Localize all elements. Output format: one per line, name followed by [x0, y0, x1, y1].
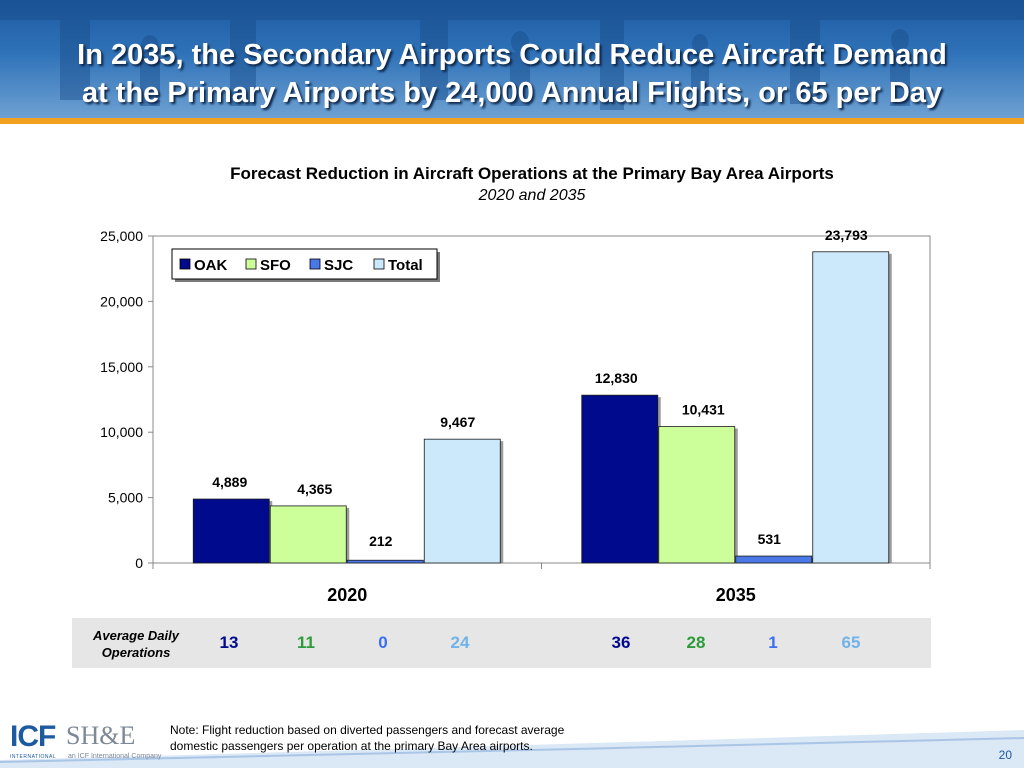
icf-logo-subtext: INTERNATIONAL [10, 754, 57, 760]
footnote: Note: Flight reduction based on diverted… [170, 723, 565, 753]
x-tick-label-2020: 2020 [327, 585, 367, 605]
data-label-sfo-2020: 4,365 [297, 481, 332, 497]
average-daily-sfo-2035: 28 [686, 633, 706, 652]
legend-swatch-oak [179, 258, 191, 270]
slide-title-line1: In 2035, the Secondary Airports Could Re… [77, 39, 947, 71]
slide-title-line2: at the Primary Airports by 24,000 Annual… [81, 77, 943, 109]
average-daily-label-text: Average Daily Operations [93, 628, 179, 660]
average-daily-sfo-2020: 11 [297, 633, 315, 652]
average-daily-oak-2035: 36 [611, 633, 631, 652]
y-tick-label: 0 [135, 555, 143, 571]
legend-swatch-total [373, 258, 385, 270]
average-daily-total-2035: 65 [841, 633, 861, 652]
average-daily-sjc-2035: 1 [768, 633, 778, 652]
y-axis: 0 5,000 10,000 15,000 20,000 25,000 [100, 228, 153, 571]
data-label-total-2020: 9,467 [440, 414, 475, 430]
she-logo: SH&E [66, 721, 136, 750]
chart-title: Forecast Reduction in Aircraft Operation… [230, 164, 834, 183]
legend-label-total: Total [388, 257, 423, 274]
data-label-sfo-2035: 10,431 [682, 402, 725, 418]
data-label-sjc-2035: 531 [758, 531, 782, 547]
data-label-oak-2035: 12,830 [595, 370, 638, 386]
data-label-total-2035: 23,793 [825, 227, 868, 243]
bar-total-2035 [812, 251, 890, 564]
average-daily-oak-2020: 13 [219, 633, 239, 652]
bar-sjc-2035 [735, 555, 813, 564]
legend-label-sjc: SJC [324, 257, 353, 274]
y-tick-label: 20,000 [100, 293, 143, 309]
average-daily-label: Average Daily Operations [72, 627, 200, 661]
legend-label-sfo: SFO [260, 257, 291, 274]
bar-sfo-2020 [269, 505, 347, 564]
average-daily-total-2020: 24 [450, 633, 470, 652]
y-tick-label: 5,000 [108, 490, 143, 506]
y-tick-label: 15,000 [100, 359, 143, 375]
x-axis: 2020 2035 [152, 563, 931, 605]
header-banner: In 2035, the Secondary Airports Could Re… [0, 0, 1024, 118]
legend-swatch-sfo [245, 258, 257, 270]
page-number: 20 [998, 748, 1012, 762]
header-accent-rule [0, 118, 1024, 124]
bar-group [192, 251, 892, 564]
slide-title: In 2035, the Secondary Airports Could Re… [0, 36, 1024, 112]
bar-oak-2035 [581, 394, 659, 564]
y-tick-label: 25,000 [100, 228, 143, 244]
bar-oak-2020 [192, 498, 270, 564]
data-label-sjc-2020: 212 [369, 533, 393, 549]
average-daily-sjc-2020: 0 [378, 633, 388, 652]
icf-logo: ICF [10, 720, 56, 753]
average-daily-panel: Average Daily Operations 13 11 0 24 36 28 1 65 [72, 618, 931, 668]
legend-swatch-sjc [309, 258, 321, 270]
chart-legend: OAK SFO SJC Total [171, 248, 440, 282]
bar-sfo-2035 [658, 426, 736, 564]
legend-box [171, 248, 438, 280]
chart-subtitle: 2020 and 2035 [478, 187, 586, 204]
y-tick-label: 10,000 [100, 424, 143, 440]
legend-label-oak: OAK [194, 257, 228, 274]
airport-silhouette-graphic [0, 0, 1024, 110]
she-logo-subtext: an ICF International Company [68, 753, 162, 760]
data-label-group: 4,889 4,365 212 9,467 12,830 10,431 531 23,793 [212, 227, 868, 549]
data-label-oak-2020: 4,889 [212, 474, 247, 490]
bar-sjc-2020 [346, 559, 424, 564]
footer-wave-graphic [0, 730, 1024, 768]
x-tick-label-2035: 2035 [716, 585, 756, 605]
bar-total-2020 [423, 438, 501, 564]
